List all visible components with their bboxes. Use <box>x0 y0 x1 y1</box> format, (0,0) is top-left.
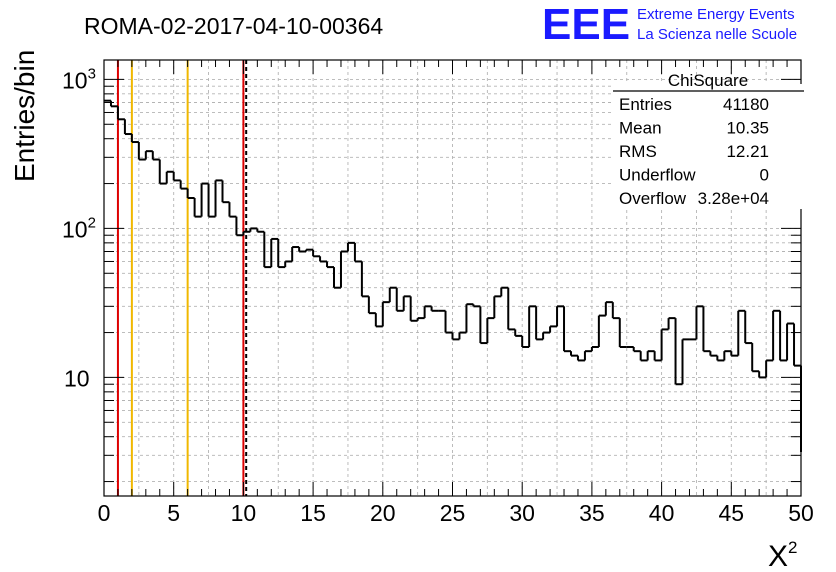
stats-rows: Entries 41180 Mean 10.35 RMS 12.21 Underflow 0 O… <box>619 95 769 208</box>
y-tick-label-exp: 2 <box>88 214 96 231</box>
stats-label: RMS <box>619 142 657 161</box>
y-tick-label-base: 10 <box>62 216 88 242</box>
stats-value: 41180 <box>723 95 769 114</box>
x-tick-labels: 0 5 10 15 20 25 30 35 40 45 50 <box>98 500 814 526</box>
stats-box: ChiSquare Entries 41180 Mean 10.35 RMS 12.21 U… <box>611 71 804 209</box>
x-axis-label: X2 <box>768 538 797 572</box>
marker-lines <box>116 60 248 496</box>
x-tick-label: 25 <box>440 500 466 526</box>
y-tick-label: 10 <box>64 365 90 391</box>
stats-value: 0 <box>760 166 769 185</box>
grid-lines <box>104 60 801 496</box>
y-tick-label-base: 10 <box>64 365 90 391</box>
x-tick-label: 0 <box>98 500 111 526</box>
x-tick-label: 50 <box>788 500 814 526</box>
y-tick-label: 102 <box>62 214 96 242</box>
logo-mark: EEE <box>542 0 630 49</box>
stats-value: 3.28e+04 <box>698 189 769 208</box>
x-tick-label: 35 <box>579 500 605 526</box>
stats-value: 10.35 <box>726 119 769 138</box>
stats-label: Mean <box>619 119 662 138</box>
x-tick-label: 20 <box>370 500 396 526</box>
y-tick-label-base: 10 <box>62 67 88 93</box>
x-tick-label: 10 <box>231 500 257 526</box>
x-tick-label: 5 <box>167 500 180 526</box>
stats-label: Entries <box>619 95 672 114</box>
eee-logo: EEE Extreme Energy Events La Scienza nel… <box>542 0 797 49</box>
x-tick-label: 30 <box>509 500 535 526</box>
x-tick-label: 45 <box>719 500 745 526</box>
logo-line2: La Scienza nelle Scuole <box>637 26 797 43</box>
x-axis-label-exp: 2 <box>788 538 797 557</box>
y-axis-label: Entries/bin <box>9 50 40 182</box>
stats-box-background <box>611 84 804 209</box>
x-axis-label-base: X <box>768 540 788 572</box>
x-tick-label: 15 <box>300 500 326 526</box>
stats-value: 12.21 <box>726 142 769 161</box>
logo-line1: Extreme Energy Events <box>637 6 795 23</box>
y-tick-label-exp: 3 <box>88 65 96 82</box>
histogram <box>104 99 802 452</box>
chart-title: ROMA-02-2017-04-10-00364 <box>84 13 383 39</box>
stats-box-title: ChiSquare <box>668 71 748 90</box>
plot-frame <box>103 59 802 497</box>
stats-label: Overflow <box>619 189 687 208</box>
stats-label: Underflow <box>619 166 696 185</box>
x-tick-label: 40 <box>649 500 675 526</box>
y-tick-label: 103 <box>62 65 96 93</box>
